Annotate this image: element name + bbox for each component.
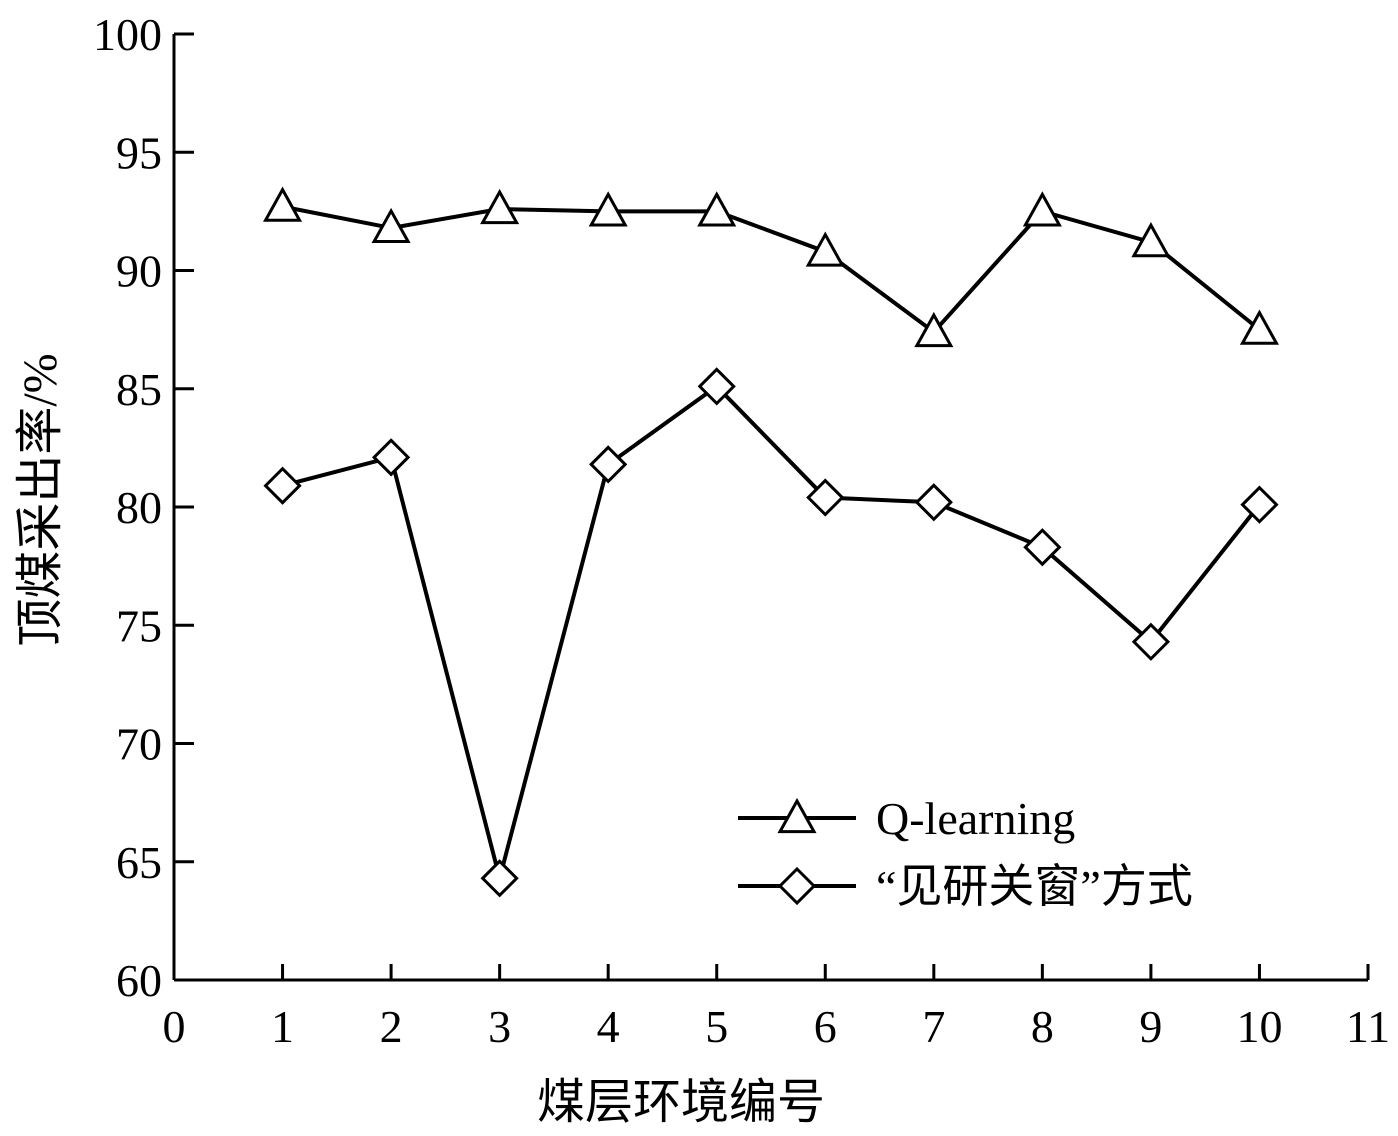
- x-tick-label: 11: [1346, 1001, 1390, 1052]
- data-point-triangle: [697, 191, 737, 227]
- series-layer: [262, 186, 1280, 898]
- y-tick-label: 80: [116, 482, 162, 533]
- y-axis-title: 顶煤采出率/%: [14, 353, 67, 646]
- series-triangle: [262, 186, 1280, 348]
- series-diamond: [263, 367, 1279, 898]
- legend: Q-learning “见研关窗”方式: [738, 793, 1193, 912]
- y-ticks: 60 65 70 75 80 85 90 95 100: [93, 9, 194, 1006]
- x-tick-label: 5: [705, 1001, 728, 1052]
- x-tick-label: 2: [380, 1001, 403, 1052]
- x-tick-label: 8: [1031, 1001, 1054, 1052]
- legend-marker-diamond: [777, 866, 817, 906]
- y-tick-label: 70: [116, 719, 162, 770]
- x-tick-label: 10: [1236, 1001, 1282, 1052]
- legend-label: Q-learning: [876, 793, 1075, 844]
- data-point-triangle: [914, 311, 954, 348]
- y-tick-label: 60: [116, 955, 162, 1006]
- data-point-diamond: [589, 445, 628, 484]
- data-point-triangle: [1239, 309, 1280, 345]
- series-line: [282, 383, 1262, 887]
- data-point-diamond: [914, 483, 953, 522]
- data-point-triangle: [805, 231, 845, 267]
- legend-label: “见研关窗”方式: [876, 861, 1193, 912]
- data-point-triangle: [480, 188, 520, 225]
- y-tick-label: 75: [116, 600, 162, 651]
- data-point-diamond: [480, 859, 519, 898]
- data-point-diamond: [371, 438, 411, 477]
- x-ticks: 0 1 2 3 4 5 6 7 8 9 10 11: [163, 964, 1390, 1052]
- axes: [172, 34, 1368, 982]
- legend-marker-triangle: [777, 797, 817, 834]
- x-tick-label: 9: [1139, 1001, 1162, 1052]
- legend-item: “见研关窗”方式: [738, 861, 1193, 912]
- x-tick-label: 6: [814, 1001, 837, 1052]
- y-tick-label: 95: [116, 127, 162, 178]
- data-point-diamond: [1131, 622, 1171, 661]
- x-tick-label: 3: [488, 1001, 511, 1052]
- series-line: [282, 204, 1261, 335]
- data-point-triangle: [262, 186, 303, 222]
- legend-item: Q-learning: [738, 793, 1075, 844]
- data-point-diamond: [1023, 528, 1062, 567]
- data-point-diamond: [263, 466, 302, 505]
- data-point-triangle: [1022, 191, 1062, 227]
- x-tick-label: 1: [271, 1001, 294, 1052]
- y-tick-label: 90: [116, 246, 162, 297]
- data-point-diamond: [806, 478, 845, 517]
- x-tick-label: 4: [597, 1001, 620, 1052]
- data-point-diamond: [697, 367, 736, 406]
- y-tick-label: 65: [116, 837, 162, 888]
- y-tick-label: 85: [116, 364, 162, 415]
- data-point-triangle: [371, 207, 411, 244]
- data-point-triangle: [1131, 222, 1171, 258]
- x-axis-title: 煤层环境编号: [537, 1076, 825, 1129]
- y-tick-label: 100: [93, 9, 162, 60]
- data-point-diamond: [1240, 485, 1279, 524]
- x-tick-label: 7: [922, 1001, 945, 1052]
- x-tick-label: 0: [163, 1001, 186, 1052]
- data-point-triangle: [588, 191, 628, 227]
